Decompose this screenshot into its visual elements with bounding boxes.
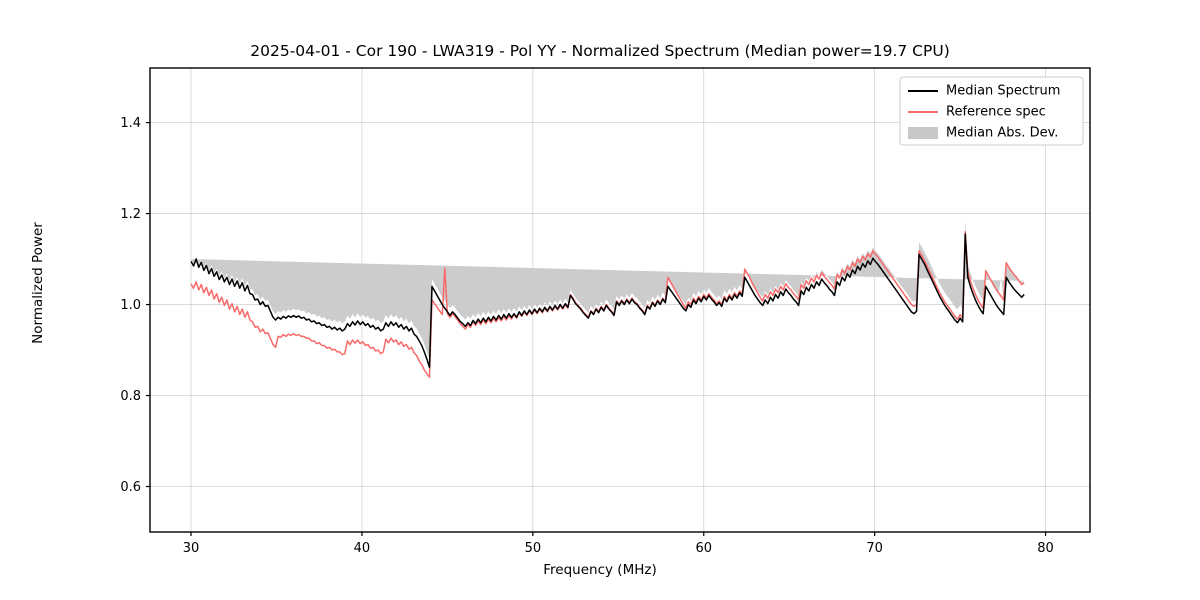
x-tick-label: 60 (695, 541, 712, 556)
chart-title: 2025-04-01 - Cor 190 - LWA319 - Pol YY -… (250, 42, 950, 60)
legend-patch-swatch (908, 127, 938, 139)
data-layer (190, 220, 1025, 379)
legend-box (899, 76, 1084, 146)
x-tick-label: 30 (183, 541, 200, 556)
legend[interactable]: Median Spectrum Reference spec Median Abs.… (899, 76, 1084, 146)
axes-frame (149, 67, 1091, 533)
y-tick-label: 0.8 (120, 389, 141, 404)
mad-band (191, 220, 1025, 360)
y-axis-label: Normalized Power (30, 222, 46, 344)
x-tick-label: 70 (866, 541, 883, 556)
y-tick-label: 0.6 (120, 480, 141, 495)
x-tick-label: 40 (354, 541, 371, 556)
x-axis-label: Frequency (MHz) (543, 562, 657, 578)
y-tick-label: 1.2 (120, 207, 141, 222)
x-tick-label: 50 (525, 541, 542, 556)
legend-entry-label: Median Abs. Dev. (946, 126, 1058, 141)
y-tick-label: 1.0 (120, 298, 141, 313)
axis-ticks: 30 40 50 60 70 80 0.6 0.8 1.0 1.2 1.4 (120, 116, 1054, 556)
legend-entry-label: Median Spectrum (946, 84, 1060, 99)
legend-entry-label: Reference spec (946, 105, 1046, 120)
y-tick-label: 1.4 (120, 116, 141, 131)
x-tick-label: 80 (1037, 541, 1054, 556)
median-spectrum-line (190, 233, 1025, 369)
